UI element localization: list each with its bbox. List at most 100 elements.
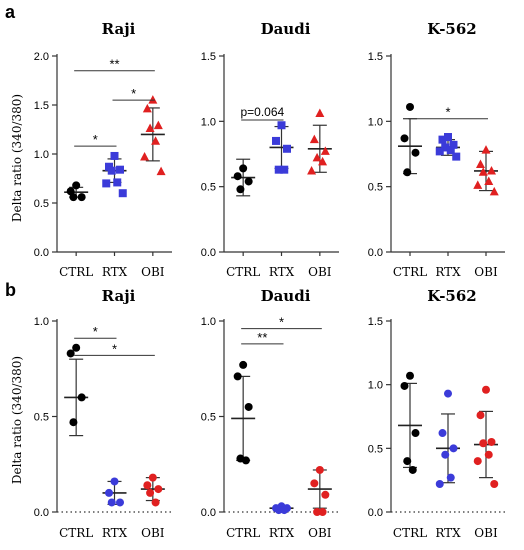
y-tick-label: 1.0: [201, 116, 216, 128]
data-point-obi: [146, 488, 155, 497]
data-point-ctrl: [233, 372, 242, 381]
data-point-rtx: [452, 152, 461, 161]
data-point-obi: [478, 167, 488, 176]
chart-panel-a-daudi: Daudi 0.0 0.5 1.0 1.5 CTRL RTX OBI p=0.064: [201, 20, 339, 279]
data-point-obi: [142, 103, 152, 113]
data-point-ctrl: [72, 181, 81, 190]
data-point-ctrl: [239, 164, 248, 173]
data-point-ctrl: [406, 102, 414, 111]
category-label: RTX: [102, 265, 128, 279]
data-point-obi: [307, 165, 317, 175]
significance-label: *: [93, 132, 98, 147]
data-point-ctrl: [239, 360, 248, 369]
y-tick-label: 0.5: [34, 198, 49, 210]
category-label: RTX: [435, 265, 461, 279]
data-point-obi: [143, 481, 152, 490]
data-point-rtx: [280, 506, 289, 515]
data-point-obi: [318, 508, 327, 516]
y-tick-label: 1.5: [368, 51, 383, 63]
panel-letter-b: b: [5, 280, 16, 300]
y-tick-label: 1.0: [34, 149, 49, 161]
y-tick-label: 0.0: [201, 507, 216, 519]
data-point-ctrl: [244, 177, 253, 186]
category-label: OBI: [474, 265, 498, 279]
data-point-rtx: [107, 498, 116, 507]
y-tick-label: 1.0: [368, 380, 383, 392]
data-point-ctrl: [408, 465, 417, 474]
data-point-ctrl: [77, 393, 86, 402]
data-point-ctrl: [403, 457, 412, 466]
data-point-rtx: [283, 144, 291, 153]
data-point-ctrl: [400, 381, 409, 390]
data-point-rtx: [280, 165, 289, 174]
significance-label: **: [109, 57, 119, 72]
data-point-obi: [151, 498, 160, 507]
data-point-rtx: [274, 506, 283, 515]
chart-title: K-562: [427, 20, 476, 38]
data-point-ctrl: [244, 402, 253, 411]
y-tick-label: 2.0: [34, 51, 49, 63]
data-point-rtx: [444, 133, 452, 142]
data-point-obi: [148, 473, 157, 482]
y-tick-label: 1.5: [34, 100, 49, 112]
panel-letter-a: a: [5, 2, 16, 22]
category-label: RTX: [102, 526, 128, 540]
y-tick-label: 1.5: [201, 51, 216, 63]
chart-panel-b-k-562: K-562 0.0 0.5 1.0 1.5 CTRL RTX OBI: [368, 287, 505, 540]
y-tick-label: 0.5: [368, 182, 383, 194]
data-point-obi: [489, 186, 499, 196]
data-point-ctrl: [69, 418, 78, 427]
data-point-rtx: [110, 151, 119, 160]
data-point-rtx: [449, 444, 458, 453]
data-point-obi: [320, 146, 330, 155]
data-point-rtx: [107, 166, 116, 175]
data-point-ctrl: [400, 134, 409, 143]
data-point-obi: [153, 120, 163, 130]
data-point-obi: [148, 95, 158, 104]
chart-title: Daudi: [261, 287, 311, 305]
data-point-obi: [313, 508, 322, 516]
category-label: RTX: [435, 526, 461, 540]
category-label: OBI: [308, 526, 332, 540]
data-point-rtx: [274, 165, 283, 174]
chart-panel-b-raji: Raji 0.0 0.5 1.0 CTRL RTX OBI * *: [34, 287, 172, 540]
data-point-rtx: [438, 135, 447, 144]
data-point-rtx: [102, 179, 111, 188]
data-point-ctrl: [72, 343, 81, 352]
chart-title: Daudi: [261, 20, 311, 38]
data-point-rtx: [446, 473, 455, 482]
significance-label: p=0.064: [240, 105, 284, 119]
data-point-rtx: [444, 389, 452, 398]
data-point-obi: [482, 385, 490, 394]
data-point-ctrl: [411, 429, 420, 438]
category-label: RTX: [269, 265, 295, 279]
data-point-obi: [490, 479, 499, 488]
significance-label: *: [112, 341, 117, 356]
data-point-rtx: [441, 143, 450, 152]
data-point-rtx: [110, 477, 119, 486]
category-label: RTX: [269, 526, 295, 540]
data-point-obi: [140, 151, 150, 161]
significance-label: **: [257, 330, 267, 345]
data-point-obi: [318, 156, 328, 166]
data-point-obi: [151, 136, 161, 145]
data-point-rtx: [438, 429, 447, 438]
significance-label: *: [279, 315, 284, 330]
data-point-obi: [484, 450, 493, 459]
data-point-rtx: [118, 189, 127, 198]
data-point-obi: [476, 411, 485, 420]
category-label: OBI: [474, 526, 498, 540]
data-point-rtx: [449, 140, 458, 149]
category-label: OBI: [308, 265, 332, 279]
data-point-rtx: [435, 147, 444, 156]
data-point-rtx: [272, 136, 280, 145]
data-point-obi: [487, 437, 496, 446]
data-point-rtx: [116, 165, 124, 174]
category-label: CTRL: [226, 265, 260, 279]
data-point-obi: [487, 165, 496, 175]
data-point-ctrl: [69, 193, 78, 202]
